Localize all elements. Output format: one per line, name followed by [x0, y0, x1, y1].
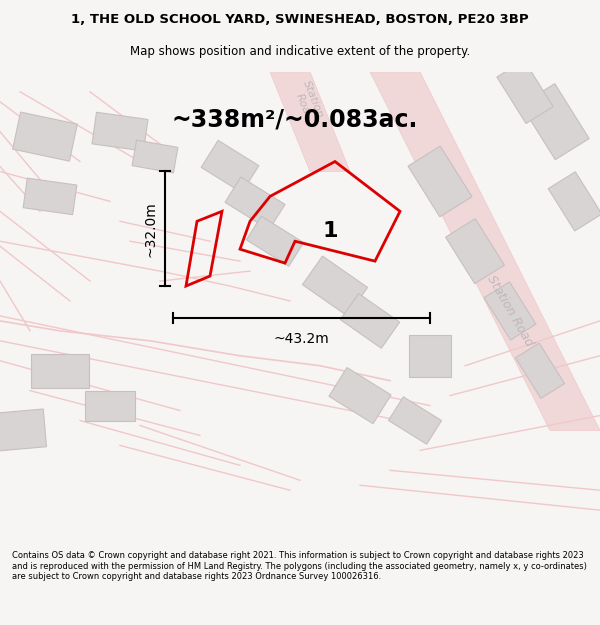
- Text: ~32.0m: ~32.0m: [143, 201, 157, 257]
- Polygon shape: [132, 140, 178, 173]
- Polygon shape: [548, 172, 600, 231]
- Text: Map shows position and indicative extent of the property.: Map shows position and indicative extent…: [130, 44, 470, 58]
- Text: Station
Roa: Station Roa: [290, 79, 325, 124]
- Text: ~338m²/~0.083ac.: ~338m²/~0.083ac.: [172, 107, 418, 132]
- Polygon shape: [247, 216, 304, 266]
- Text: 1: 1: [322, 221, 338, 241]
- Polygon shape: [484, 282, 536, 340]
- Text: 1, THE OLD SCHOOL YARD, SWINESHEAD, BOSTON, PE20 3BP: 1, THE OLD SCHOOL YARD, SWINESHEAD, BOST…: [71, 13, 529, 26]
- Polygon shape: [409, 335, 451, 377]
- Text: Contains OS data © Crown copyright and database right 2021. This information is : Contains OS data © Crown copyright and d…: [12, 551, 587, 581]
- Polygon shape: [225, 177, 285, 230]
- Text: Station Road: Station Road: [484, 273, 536, 349]
- Polygon shape: [389, 397, 442, 444]
- Polygon shape: [0, 409, 47, 452]
- Polygon shape: [270, 72, 350, 171]
- Polygon shape: [92, 112, 148, 151]
- Polygon shape: [340, 294, 400, 348]
- Polygon shape: [515, 343, 565, 398]
- Polygon shape: [446, 219, 505, 284]
- Polygon shape: [13, 112, 77, 161]
- Polygon shape: [497, 60, 553, 124]
- Polygon shape: [408, 146, 472, 217]
- Polygon shape: [201, 141, 259, 192]
- Polygon shape: [31, 354, 89, 388]
- Polygon shape: [85, 391, 135, 421]
- Polygon shape: [370, 72, 600, 431]
- Polygon shape: [302, 256, 368, 316]
- Text: ~43.2m: ~43.2m: [274, 332, 329, 346]
- Polygon shape: [329, 368, 391, 424]
- Polygon shape: [521, 84, 589, 160]
- Polygon shape: [23, 178, 77, 214]
